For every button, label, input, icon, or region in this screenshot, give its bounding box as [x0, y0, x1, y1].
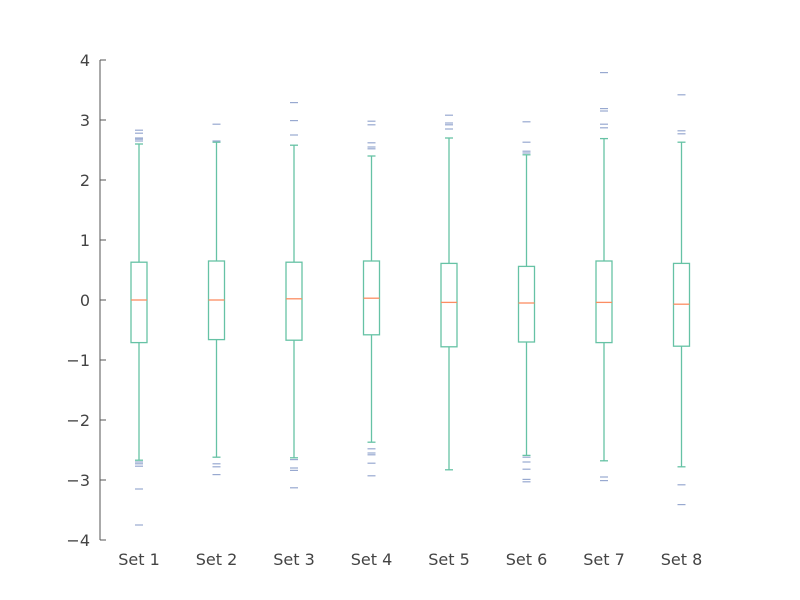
box-3 — [285, 101, 303, 489]
box-body — [440, 262, 458, 348]
y-tick-label: −3 — [66, 471, 90, 490]
x-category-label: Set 1 — [118, 550, 160, 569]
y-tick-label: −4 — [66, 531, 90, 550]
y-axis: 4 3 2 1 0 −1 −2 −3 −4 — [66, 51, 106, 550]
box-8 — [672, 94, 691, 506]
box-body — [285, 261, 303, 341]
y-tick-label: 1 — [80, 231, 90, 250]
y-tick-label: 2 — [80, 171, 90, 190]
x-category-label: Set 8 — [661, 550, 703, 569]
box-7 — [595, 71, 613, 482]
y-tick-label: −1 — [66, 351, 90, 370]
x-category-label: Set 4 — [351, 550, 393, 569]
y-tick-label: 3 — [80, 111, 90, 130]
y-tick-label: 4 — [80, 51, 90, 70]
y-tick-label: −2 — [66, 411, 90, 430]
x-category-label: Set 3 — [273, 550, 315, 569]
box-5 — [440, 114, 458, 471]
box-6 — [517, 121, 536, 483]
x-category-label: Set 6 — [506, 550, 548, 569]
x-axis-labels: Set 1 Set 2 Set 3 Set 4 Set 5 Set 6 Set 7 Set 8 — [118, 550, 702, 569]
x-category-label: Set 5 — [428, 550, 470, 569]
box-4 — [362, 120, 381, 477]
box-1 — [130, 129, 148, 526]
y-tick-label: 0 — [80, 291, 90, 310]
box-body — [130, 261, 148, 344]
x-category-label: Set 7 — [583, 550, 625, 569]
x-category-label: Set 2 — [196, 550, 238, 569]
box-body — [517, 265, 536, 343]
box-2 — [207, 123, 226, 476]
boxes-layer — [130, 71, 691, 526]
